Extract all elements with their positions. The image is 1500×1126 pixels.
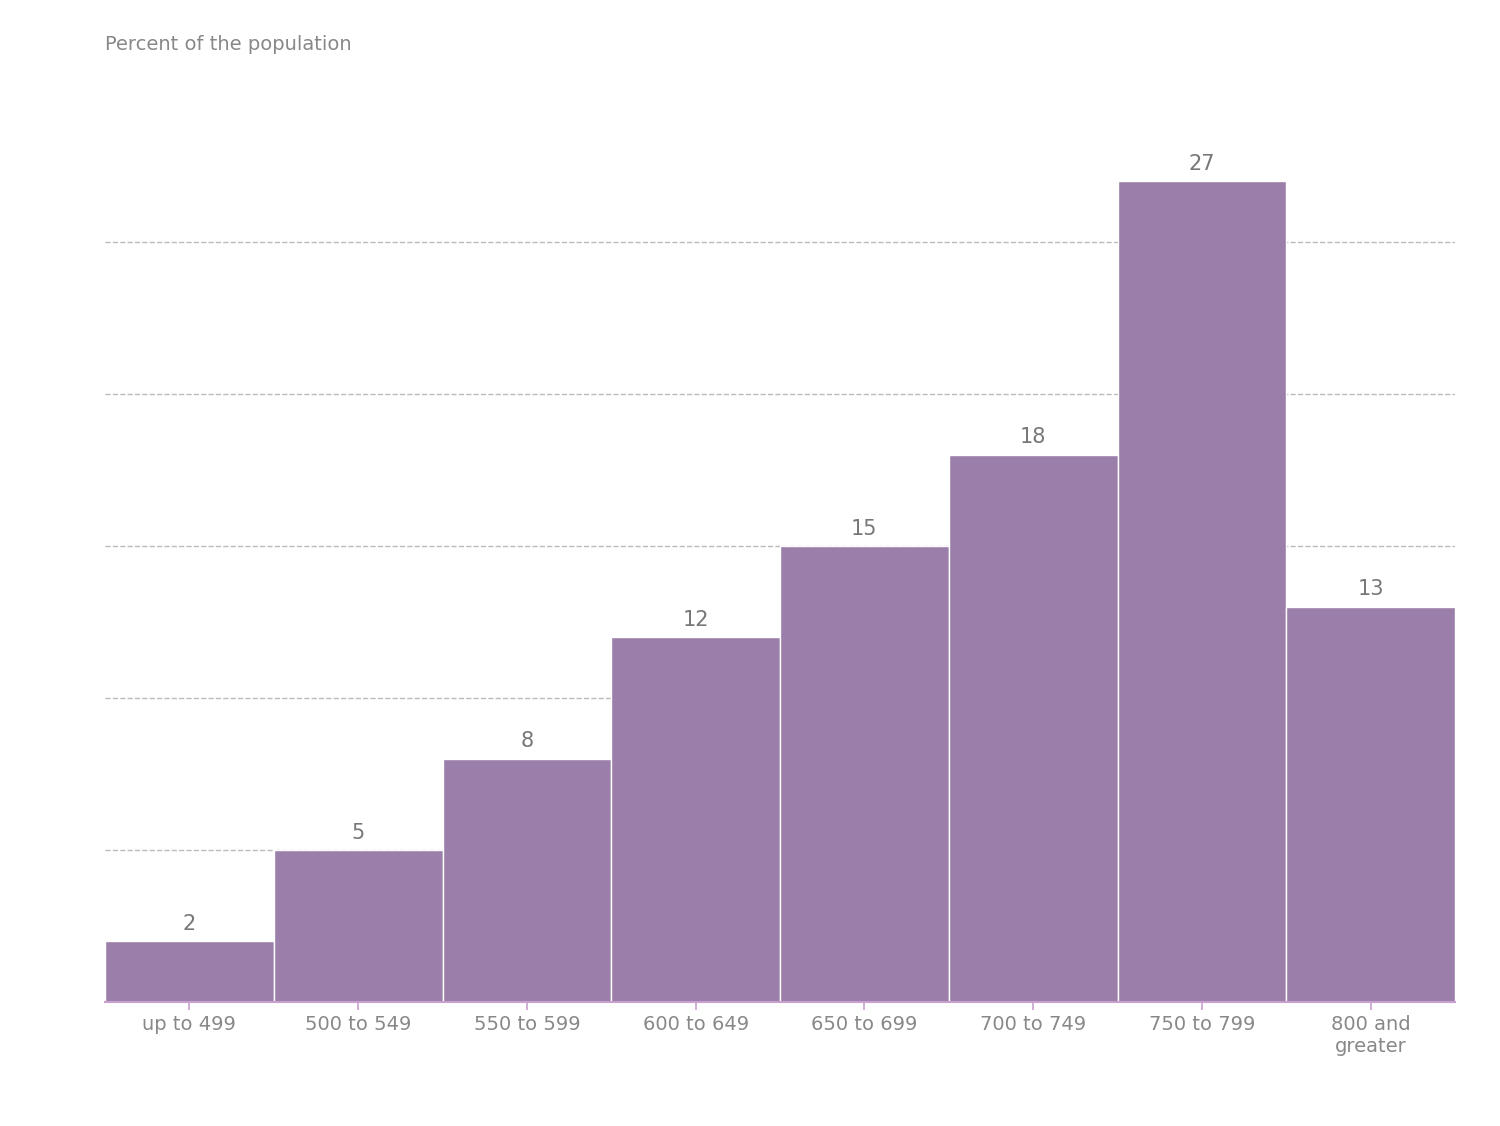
Bar — [780, 546, 948, 1002]
Text: 2: 2 — [183, 913, 196, 933]
Bar — [612, 637, 780, 1002]
Text: 18: 18 — [1020, 427, 1047, 447]
Text: 5: 5 — [351, 822, 364, 842]
Bar — [105, 941, 273, 1002]
Bar — [948, 455, 1118, 1002]
Text: 8: 8 — [520, 731, 534, 751]
Bar — [1286, 607, 1455, 1002]
Text: 27: 27 — [1188, 153, 1215, 173]
Bar — [1118, 181, 1286, 1002]
Text: Percent of the population: Percent of the population — [105, 35, 351, 54]
Bar — [442, 759, 612, 1002]
Text: 15: 15 — [850, 518, 877, 538]
Bar — [273, 850, 442, 1002]
Text: 12: 12 — [682, 609, 709, 629]
Text: 13: 13 — [1358, 579, 1384, 599]
